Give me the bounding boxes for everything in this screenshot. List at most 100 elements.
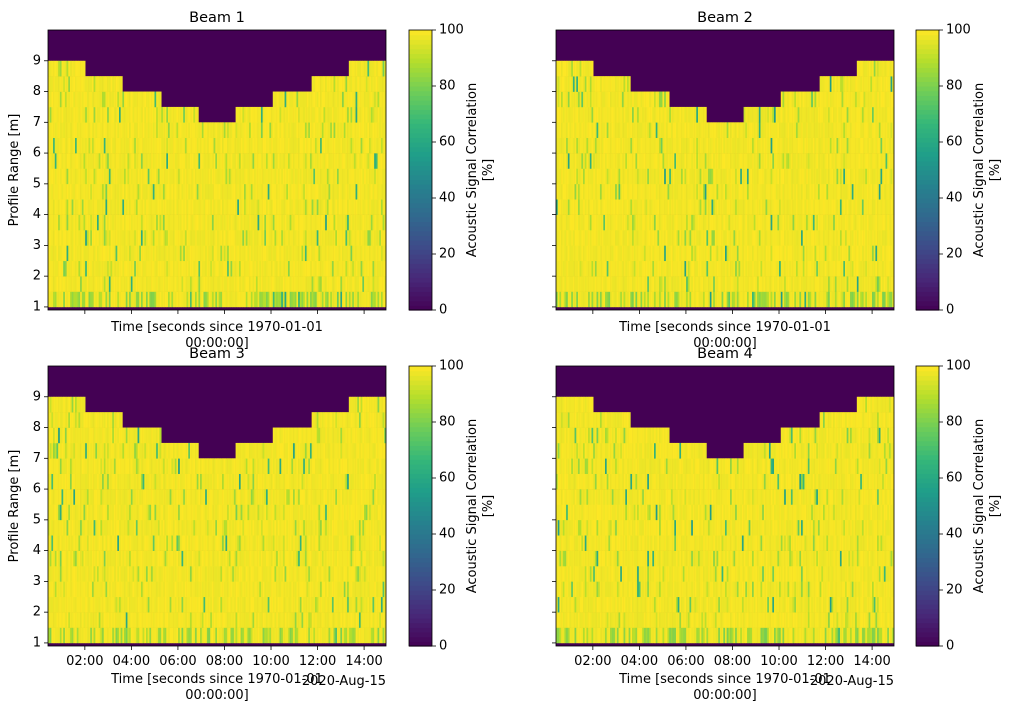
heatmap-cell bbox=[178, 137, 181, 154]
heatmap-cell bbox=[335, 137, 338, 154]
heatmap-cell bbox=[703, 168, 706, 185]
heatmap-cell bbox=[59, 106, 62, 123]
heatmap-cell bbox=[716, 214, 719, 231]
heatmap-cell bbox=[758, 199, 761, 215]
heatmap-cell bbox=[784, 276, 787, 292]
heatmap-cell bbox=[335, 276, 338, 292]
heatmap-cell bbox=[276, 276, 279, 292]
heatmap-cell bbox=[323, 276, 326, 292]
heatmap-cell bbox=[665, 183, 668, 200]
heatmap-cell bbox=[97, 106, 99, 123]
heatmap-cell bbox=[321, 122, 324, 138]
heatmap-cell bbox=[162, 153, 165, 169]
heatmap-cell bbox=[730, 245, 733, 262]
colorbar-band bbox=[409, 216, 432, 222]
heatmap-cell bbox=[699, 122, 702, 138]
heatmap-cell bbox=[132, 276, 135, 292]
heatmap-cell bbox=[696, 122, 699, 138]
heatmap-cell bbox=[382, 260, 385, 277]
heatmap-cell bbox=[679, 291, 682, 308]
heatmap-cell bbox=[48, 60, 50, 77]
heatmap-cell bbox=[785, 153, 788, 169]
heatmap-cell bbox=[347, 245, 350, 262]
heatmap-cell bbox=[139, 245, 142, 262]
heatmap-cell bbox=[699, 245, 702, 262]
heatmap-cell bbox=[654, 291, 657, 308]
heatmap-cell bbox=[750, 183, 753, 200]
heatmap-cell bbox=[80, 122, 83, 138]
heatmap-cell bbox=[76, 122, 79, 138]
heatmap-cell bbox=[703, 137, 706, 154]
heatmap-cell bbox=[736, 122, 739, 138]
heatmap-cell bbox=[311, 91, 314, 108]
heatmap-cell bbox=[669, 291, 672, 308]
heatmap-cell bbox=[318, 183, 321, 200]
heatmap-cell bbox=[178, 106, 181, 123]
heatmap-cell bbox=[108, 245, 111, 262]
heatmap-cell bbox=[191, 214, 194, 231]
heatmap-cell bbox=[660, 153, 663, 169]
heatmap-cell bbox=[581, 153, 584, 169]
heatmap-cell bbox=[331, 122, 334, 138]
heatmap-cell bbox=[205, 168, 208, 185]
heatmap-cell bbox=[235, 245, 238, 262]
heatmap-cell bbox=[684, 106, 687, 123]
heatmap-cell bbox=[362, 168, 365, 185]
heatmap-cell bbox=[372, 291, 375, 308]
heatmap-cell bbox=[97, 199, 99, 215]
heatmap-cell bbox=[586, 183, 589, 200]
heatmap-cell bbox=[186, 214, 189, 231]
heatmap-cell bbox=[108, 91, 111, 108]
heatmap-cell bbox=[611, 106, 614, 123]
heatmap-cell bbox=[611, 245, 614, 262]
heatmap-cell bbox=[88, 260, 91, 277]
heatmap-cell bbox=[195, 153, 198, 169]
heatmap-cell bbox=[291, 199, 294, 215]
heatmap-cell bbox=[608, 276, 611, 292]
heatmap-cell bbox=[571, 122, 574, 138]
heatmap-cell bbox=[375, 91, 378, 108]
heatmap-cell bbox=[775, 153, 778, 169]
heatmap-cell bbox=[584, 245, 587, 262]
heatmap-cell bbox=[655, 183, 658, 200]
heatmap-cell bbox=[802, 230, 805, 246]
heatmap-cell bbox=[313, 260, 316, 277]
heatmap-cell bbox=[228, 260, 231, 277]
heatmap-cell bbox=[103, 230, 106, 246]
heatmap-cell bbox=[167, 168, 170, 185]
heatmap-cell bbox=[299, 106, 302, 123]
heatmap-cell bbox=[662, 230, 665, 246]
heatmap-cell bbox=[340, 137, 343, 154]
heatmap-cell bbox=[787, 291, 790, 308]
heatmap-cell bbox=[230, 245, 233, 262]
heatmap-cell bbox=[225, 122, 228, 138]
heatmap-cell bbox=[90, 91, 93, 108]
heatmap-cell bbox=[652, 122, 655, 138]
heatmap-cell bbox=[299, 153, 302, 169]
heatmap-cell bbox=[637, 199, 640, 215]
heatmap-cell bbox=[85, 245, 88, 262]
heatmap-cell bbox=[801, 291, 804, 308]
heatmap-cell bbox=[63, 168, 66, 185]
heatmap-cell bbox=[758, 183, 761, 200]
heatmap-cell bbox=[189, 245, 192, 262]
heatmap-cell bbox=[318, 106, 321, 123]
heatmap-cell bbox=[152, 91, 155, 108]
heatmap-cell bbox=[59, 91, 62, 108]
heatmap-cell bbox=[620, 91, 623, 108]
heatmap-cell bbox=[667, 214, 670, 231]
heatmap-cell bbox=[179, 260, 182, 277]
heatmap-cell bbox=[566, 106, 569, 123]
heatmap-cell bbox=[86, 183, 89, 200]
heatmap-cell bbox=[610, 260, 613, 277]
heatmap-cell bbox=[255, 137, 258, 154]
heatmap-cell bbox=[115, 153, 118, 169]
heatmap-cell bbox=[605, 276, 607, 292]
heatmap-cell bbox=[76, 276, 79, 292]
heatmap-cell bbox=[91, 183, 94, 200]
heatmap-cell bbox=[601, 260, 604, 277]
heatmap-cell bbox=[257, 276, 260, 292]
heatmap-cell bbox=[606, 153, 609, 169]
heatmap-cell bbox=[318, 153, 321, 169]
heatmap-cell bbox=[272, 106, 275, 123]
